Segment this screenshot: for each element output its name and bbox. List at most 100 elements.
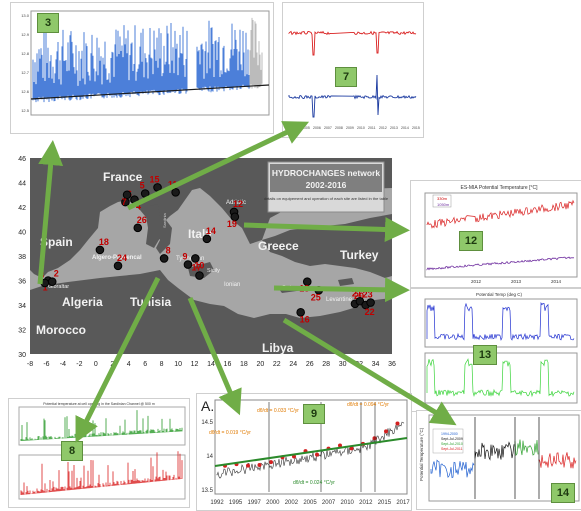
station-marker[interactable] (47, 277, 57, 287)
info-box-note: details on equipement and operation of e… (264, 196, 389, 201)
lat-tick-label: 40 (18, 230, 26, 237)
panel-9-point (338, 443, 342, 448)
lat-tick-label: 46 (18, 156, 26, 163)
station-marker[interactable] (140, 189, 150, 198)
panel-9-point (257, 463, 262, 468)
panel-12-plot: ES-MIA Potential Temperature [°C] 330m 1… (424, 185, 578, 284)
panel-9-trend-3: dθ/dt = 0.094 °C/yr (347, 402, 389, 408)
country-label-greece: Greece (258, 239, 299, 253)
panel-7-xtick: 2008 (335, 126, 343, 130)
panel-3-number: 3 (37, 13, 59, 33)
panel-3: 13.0 12.9 12.8 12.7 12.6 12.5 3 (10, 2, 274, 134)
panel-14-legend-1: 1994-2000 (441, 432, 458, 436)
panel-9-yticks: 14.5 14 13.5 (201, 420, 213, 494)
panel-9-number: 9 (303, 404, 325, 424)
country-label-turkey: Turkey (340, 248, 379, 262)
station-label: 14 (206, 226, 216, 236)
station-label: 23 (363, 290, 373, 300)
lon-tick-label: -2 (76, 361, 82, 368)
panel-14-ylabel: Potential Temperature (°C) (419, 427, 424, 481)
station-marker[interactable] (230, 212, 240, 222)
panel-14-legend-3: Sept-Jul-2010 (441, 442, 463, 446)
station-marker[interactable] (113, 261, 123, 271)
panel-9-trend-1: dθ/dt = 0.019 °C/yr (209, 430, 251, 436)
station-marker[interactable] (366, 298, 375, 307)
panel-12-red-trace (426, 199, 575, 229)
station-marker[interactable] (191, 254, 200, 263)
panel-7-xtick: 2013 (390, 126, 398, 130)
station-marker[interactable] (296, 308, 305, 317)
panel-9-point (384, 429, 388, 434)
lon-tick-label: 8 (160, 361, 164, 368)
sea-label-sardinia: Sardinia (162, 213, 167, 228)
panel-9-xtick: 1992 (210, 500, 224, 506)
panel-12-red-series (426, 199, 575, 229)
panel-13: Potential Temp (deg C) 13 (410, 288, 581, 412)
panel-13-blue-trace (426, 301, 575, 341)
station-label: 15 (150, 174, 160, 184)
panel-14-trace (474, 441, 515, 461)
panel-7-xtick: 2012 (379, 126, 387, 130)
panel-9-xtick: 1995 (229, 500, 243, 506)
lat-tick-label: 38 (18, 254, 26, 261)
panel-13-plot: Potential Temp (deg C) (424, 292, 578, 404)
sea-label-sicily: Sicily (207, 268, 220, 274)
lon-tick-label: 26 (306, 361, 314, 368)
station-marker[interactable] (153, 183, 162, 192)
panel-13-bottom-axes (424, 352, 578, 404)
sicily-island (188, 262, 214, 278)
station-marker[interactable] (159, 254, 169, 263)
station-marker[interactable] (183, 260, 193, 269)
sea-label-ionian: Ionian (224, 282, 240, 288)
sea-label-algero-provencal: Algero-Provencal (92, 255, 142, 261)
panel-3-ytick: 12.8 (21, 51, 30, 56)
station-marker[interactable] (95, 245, 105, 255)
panel-13-green-series (426, 358, 575, 398)
station-label: 20 (354, 291, 364, 301)
station-marker[interactable] (40, 278, 50, 288)
lon-tick-label: 2 (110, 361, 114, 368)
panel-7-red-trace (288, 30, 417, 56)
station-marker[interactable] (202, 234, 212, 244)
panel-12-title: ES-MIA Potential Temperature [°C] (461, 185, 539, 191)
country-label-algeria: Algeria (62, 295, 103, 309)
panel-9-point (315, 452, 319, 457)
station-marker[interactable] (171, 188, 180, 197)
station-label: 25 (311, 292, 321, 302)
panel-14-trace (514, 439, 539, 456)
panel-3-ytick: 13.0 (21, 13, 30, 18)
station-marker[interactable] (133, 223, 143, 233)
country-label-france: France (103, 170, 143, 184)
station-label: 26 (137, 215, 147, 225)
station-marker[interactable] (195, 271, 204, 280)
panel-3-ytick: 12.6 (21, 89, 30, 94)
panel-12-purple-trace (426, 256, 575, 271)
panel-7-xtick: 2006 (313, 126, 321, 130)
panel-7-xtick: 2015 (412, 126, 420, 130)
panel-7-xtick: 2011 (368, 126, 376, 130)
lat-tick-label: 42 (18, 205, 26, 212)
panel-9-letter: A. (201, 398, 214, 414)
panel-3-xticks (33, 117, 269, 131)
panel-13-blue-series (426, 301, 575, 341)
panel-9: A. dθ/dt = 0.019 °C/yr dθ/dt = 0.033 °C/… (196, 393, 412, 511)
panel-9-trend-4: dθ/dt = 0.024 °C/yr (293, 480, 335, 486)
panel-7-xtick: 2004 (291, 126, 299, 130)
panel-3-ytick: 12.5 (21, 108, 30, 113)
panel-8-plot: Potential temperature at cell opening in… (18, 402, 186, 500)
panel-9-xticks: 1992 1995 1997 2000 2002 2005 2007 2010 2012 2015… (210, 500, 410, 506)
lon-tick-label: -4 (60, 361, 66, 368)
panel-12-legend-1: 330m (437, 196, 448, 201)
station-label: 10 (194, 260, 204, 270)
lon-tick-label: -8 (27, 361, 33, 368)
panel-12-purple-series (426, 256, 575, 271)
panel-7-blue-series (288, 74, 417, 118)
lon-tick-label: 22 (273, 361, 281, 368)
panel-14-series (430, 417, 577, 499)
panel-14-trace (430, 459, 475, 479)
lon-tick-label: 32 (355, 361, 363, 368)
station-label: 17 (191, 263, 201, 273)
panel-12-xtick-1: 2012 (471, 279, 482, 284)
station-label: 21 (352, 288, 362, 298)
panel-9-xtick: 2010 (341, 500, 355, 506)
